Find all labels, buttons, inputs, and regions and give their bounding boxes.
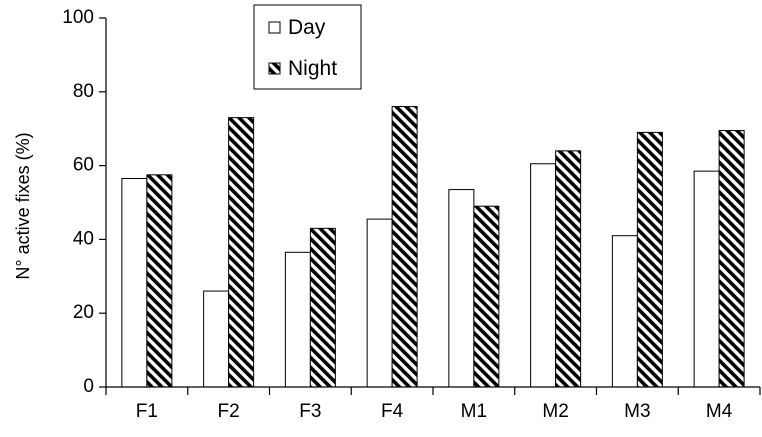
x-category-label: M1 — [461, 401, 487, 422]
y-tick-label: 0 — [83, 376, 94, 397]
bar-night-m3 — [636, 131, 663, 388]
legend-swatch-night — [268, 62, 281, 75]
bar-night-m4 — [718, 130, 745, 388]
bar-night-f3 — [309, 227, 336, 388]
y-tick-label: 20 — [73, 302, 94, 323]
x-category-label: F3 — [299, 401, 321, 422]
y-tick-label: 40 — [73, 228, 94, 249]
bar-day-f3 — [284, 251, 311, 388]
bar-night-f4 — [391, 106, 418, 388]
bar-night-f2 — [228, 117, 255, 388]
bar-night-m2 — [555, 150, 582, 388]
bar-day-m1 — [448, 189, 475, 388]
bar-day-m3 — [611, 235, 638, 388]
x-category-label: M4 — [706, 401, 733, 422]
y-axis-ticks: 0 20 40 60 80 100 — [62, 7, 106, 397]
legend-swatch-day — [268, 21, 281, 34]
bar-series — [121, 106, 745, 388]
y-axis-title: N° active fixes (%) — [13, 132, 33, 279]
bar-day-m4 — [693, 170, 720, 388]
x-category-label: M3 — [624, 401, 650, 422]
x-category-label: M2 — [542, 401, 568, 422]
x-axis: F1 F2 F3 F4 M1 M2 M3 M4 — [105, 386, 761, 422]
x-category-label: F2 — [218, 401, 240, 422]
bar-day-f2 — [203, 290, 230, 388]
legend-label-night: Night — [288, 57, 337, 80]
y-tick-label: 80 — [73, 81, 94, 102]
bar-night-m1 — [473, 205, 500, 388]
bar-day-f4 — [366, 218, 393, 388]
bar-day-m2 — [530, 163, 557, 388]
x-category-label: F4 — [381, 401, 404, 422]
y-tick-label: 60 — [73, 155, 94, 176]
legend-box — [253, 4, 362, 90]
y-tick-label: 100 — [62, 7, 94, 28]
legend-label-day: Day — [288, 16, 326, 39]
bar-night-f1 — [146, 174, 173, 388]
bar-day-f1 — [121, 178, 148, 388]
x-category-label: F1 — [136, 401, 158, 422]
legend: Day Night — [253, 4, 362, 90]
